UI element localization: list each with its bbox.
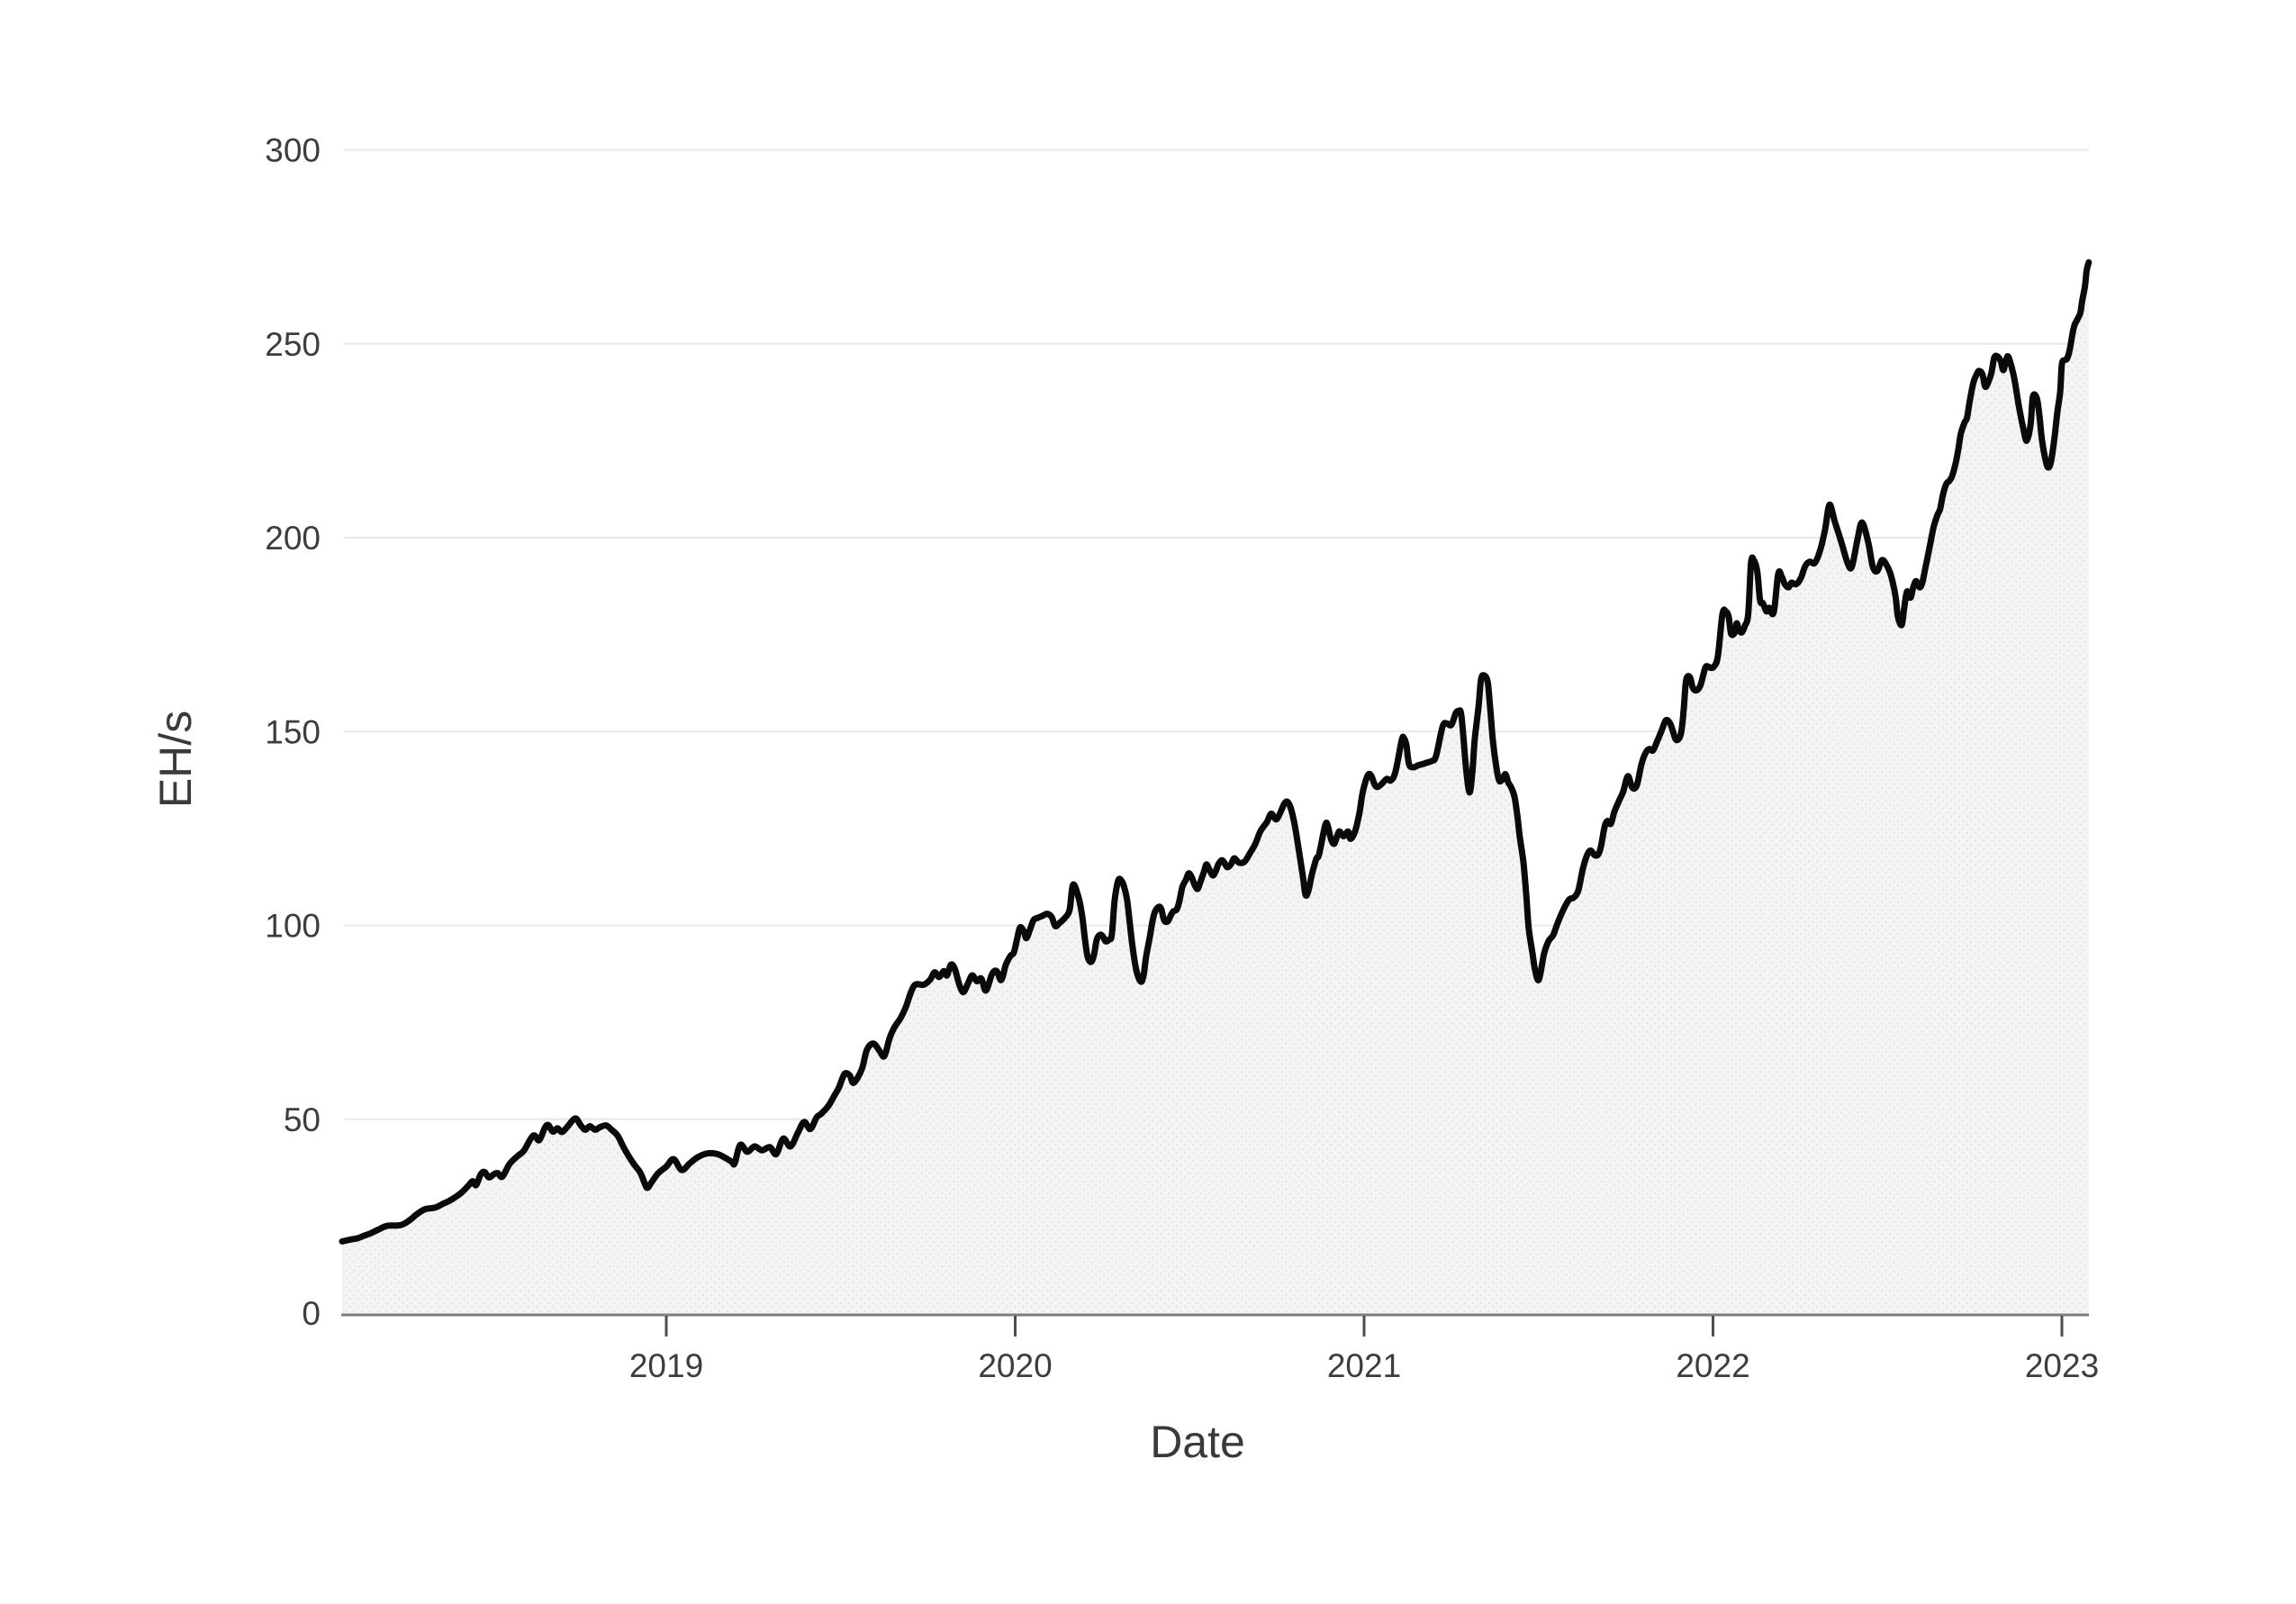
y-tick-label-100: 100 [265, 908, 321, 945]
y-tick-labels: 0 50 100 150 200 250 300 [265, 132, 321, 1333]
x-tick-label-2021: 2021 [1327, 1347, 1401, 1384]
x-axis-ticks [664, 1316, 2064, 1337]
hashrate-line [339, 258, 2093, 1245]
x-tick-labels: 2019 2020 2021 2022 2023 [629, 1347, 2099, 1384]
y-axis-title: EH/s [150, 711, 201, 808]
x-axis-title: Date [1150, 1417, 1245, 1467]
y-tick-label-50: 50 [284, 1101, 321, 1138]
x-tick-label-2020: 2020 [978, 1347, 1052, 1384]
x-tick-label-2019: 2019 [629, 1347, 703, 1384]
y-tick-label-150: 150 [265, 713, 321, 750]
x-tick-label-2023: 2023 [2025, 1347, 2099, 1384]
hashrate-line-path [339, 258, 2093, 1245]
y-tick-label-0: 0 [302, 1295, 321, 1332]
y-tick-label-200: 200 [265, 520, 321, 557]
x-tick-label-2022: 2022 [1676, 1347, 1749, 1384]
hashrate-area [342, 262, 2089, 1315]
y-tick-label-250: 250 [265, 326, 321, 363]
area-fill [342, 262, 2089, 1315]
y-tick-label-300: 300 [265, 132, 321, 169]
